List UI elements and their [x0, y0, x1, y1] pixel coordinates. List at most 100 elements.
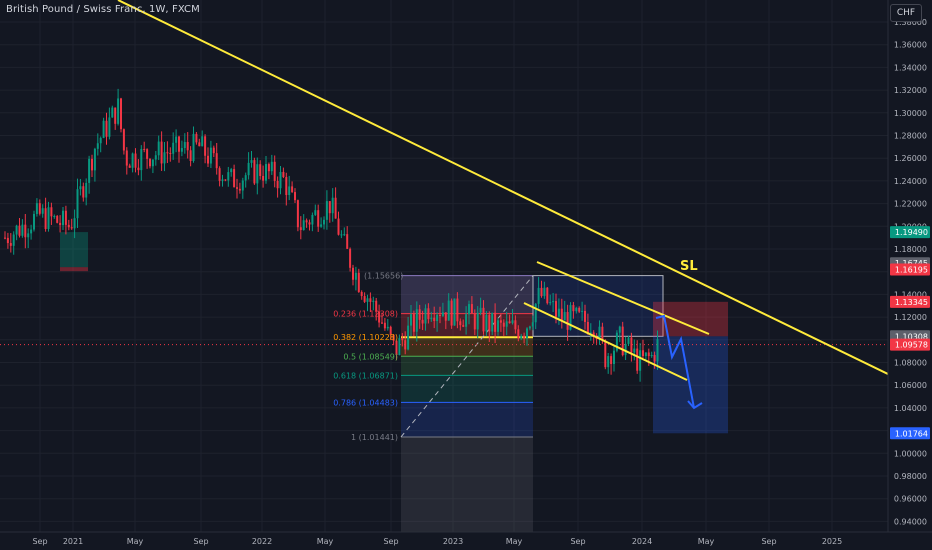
candle-body — [343, 234, 346, 236]
price-tick-label: 1.22000 — [894, 200, 927, 209]
price-tick-label: 0.98000 — [894, 472, 927, 481]
candle-body — [633, 348, 636, 353]
fib-zone — [401, 375, 533, 403]
candle-body — [267, 164, 270, 172]
candle-body — [157, 141, 160, 156]
price-axis[interactable]: 1.38000 1.36000 1.34000 1.32000 1.30000 1.280… — [887, 0, 932, 549]
time-tick-label: 2021 — [63, 537, 83, 546]
candle-body — [415, 309, 418, 332]
candle-body — [311, 214, 314, 225]
price-tick-label: 0.94000 — [894, 517, 927, 526]
time-tick-label: Sep — [570, 537, 585, 546]
price-badge-label: 1.13345 — [895, 298, 928, 307]
candle-body — [650, 354, 653, 357]
candle-body — [340, 234, 343, 236]
candle-body — [195, 133, 198, 143]
candle-body — [270, 161, 273, 172]
candle-body — [215, 153, 218, 169]
candle-body — [453, 298, 456, 326]
candle-body — [581, 310, 584, 312]
price-tick-label: 1.06000 — [894, 381, 927, 390]
candle-body — [383, 322, 386, 329]
time-tick-label: Sep — [761, 537, 776, 546]
candle-body — [540, 287, 543, 297]
candle-body — [134, 153, 137, 168]
candle-body — [549, 302, 552, 304]
fib-level-label: 0.236 (1.12308) — [333, 310, 398, 319]
candle-body — [27, 233, 30, 238]
candle-body — [201, 136, 204, 147]
candle-body — [18, 225, 21, 236]
candle-body — [82, 186, 85, 198]
candle-body — [514, 320, 517, 330]
candle-body — [404, 340, 407, 350]
projection-arrowhead — [687, 400, 703, 410]
candle-body — [430, 317, 433, 320]
candle-body — [64, 210, 67, 225]
candle-body — [30, 229, 33, 234]
candle-body — [265, 164, 267, 181]
candle-body — [613, 350, 615, 364]
price-badge-label: 1.19490 — [895, 228, 928, 237]
candle-body — [114, 107, 117, 124]
candle-body — [38, 203, 41, 214]
candle-body — [186, 142, 189, 151]
price-tick-label: 1.34000 — [894, 63, 927, 72]
candle-body — [337, 218, 340, 235]
currency-button[interactable]: CHF — [890, 4, 922, 22]
price-tick-label: 1.28000 — [894, 132, 927, 141]
candle-body — [12, 234, 15, 246]
candle-body — [357, 272, 360, 292]
candle-body — [560, 308, 563, 321]
sl-label: SL — [680, 259, 698, 274]
chart-grid — [0, 0, 888, 545]
candle-body — [285, 177, 288, 196]
candle-body — [21, 224, 24, 236]
candle-body — [511, 320, 514, 324]
long-downtrend-line — [117, 0, 893, 377]
candle-body — [407, 325, 410, 350]
candle-body — [172, 142, 175, 154]
candle-body — [331, 197, 334, 214]
candle-body — [233, 169, 236, 188]
candle-body — [537, 287, 540, 304]
candle-body — [189, 150, 192, 161]
candle-body — [209, 147, 212, 164]
price-badge-label: 1.10308 — [895, 332, 928, 341]
time-axis[interactable]: Sep 2021 May Sep 2022 May Sep 2023 May Sep 2024 May… — [0, 531, 932, 550]
candle-body — [491, 312, 494, 332]
candle-body — [636, 348, 639, 371]
candle-body — [607, 356, 610, 368]
candle-body — [122, 129, 125, 151]
candlestick-series — [4, 88, 659, 382]
candle-body — [218, 168, 221, 181]
candle-body — [288, 186, 291, 196]
price-tick-label: 1.32000 — [894, 86, 927, 95]
candle-body — [50, 207, 53, 217]
candle-body — [386, 326, 389, 329]
fib-level-label: 1 (1.01441) — [351, 433, 398, 442]
candle-body — [642, 350, 644, 357]
price-badge — [890, 295, 930, 308]
price-badge — [890, 338, 930, 351]
candle-body — [102, 120, 105, 138]
time-tick-label: May — [127, 537, 144, 546]
candle-body — [563, 312, 566, 321]
candle-body — [166, 152, 169, 154]
trend-drawings: SL 0.236 (1.12308) 0.382 (1.10228) 0.5 (1.0… — [117, 0, 893, 542]
candle-body — [381, 322, 383, 324]
candle-body — [465, 314, 468, 327]
candle-body — [589, 332, 592, 334]
candle-body — [296, 200, 299, 228]
candle-body — [482, 307, 485, 332]
candle-body — [555, 301, 557, 317]
candle-body — [366, 298, 369, 302]
candle-body — [644, 352, 647, 357]
candle-body — [439, 314, 441, 316]
candle-body — [282, 171, 285, 178]
candle-body — [360, 291, 363, 297]
candle-body — [44, 208, 47, 229]
candle-body — [526, 328, 528, 338]
time-tick-label: Sep — [193, 537, 208, 546]
